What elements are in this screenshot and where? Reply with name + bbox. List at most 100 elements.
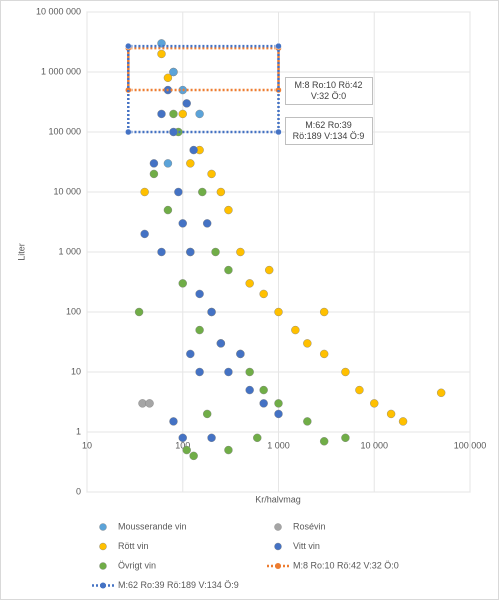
- point: [186, 247, 195, 257]
- point: [138, 399, 147, 408]
- point: [174, 187, 183, 197]
- point: [291, 325, 300, 335]
- point: [398, 417, 408, 426]
- point: [163, 73, 173, 83]
- point: [182, 99, 191, 108]
- legend-item: M:8 Ro:10 Rö:42 V:32 Ö:0: [267, 560, 399, 570]
- point: [140, 187, 149, 197]
- point: [169, 127, 178, 137]
- legend-marker: [275, 563, 281, 569]
- point: [216, 187, 226, 197]
- point: [253, 433, 262, 443]
- y-tick-label: 10 000: [53, 186, 81, 196]
- legend-item: Rosévin: [274, 521, 326, 531]
- legend-item: Vitt vin: [274, 541, 320, 551]
- point: [149, 159, 159, 168]
- legend-marker: [99, 523, 107, 531]
- point: [169, 67, 178, 77]
- data-callout: M:8 Ro:10 Rö:42 V:32 Ö:0: [284, 77, 373, 105]
- line-marker: [125, 128, 132, 136]
- point: [182, 445, 191, 455]
- y-tick-label: 1 000 000: [41, 66, 81, 76]
- point: [163, 205, 173, 215]
- point: [224, 265, 233, 275]
- legend-label: Rosévin: [293, 521, 326, 531]
- x-axis-title: Kr/halvmag: [255, 494, 301, 504]
- x-tick-label: 100: [175, 440, 190, 450]
- point: [236, 247, 245, 257]
- point: [341, 433, 350, 443]
- y-tick-label: 1 000: [58, 246, 81, 256]
- line-marker: [275, 42, 282, 50]
- y-tick-label: 100: [66, 306, 81, 316]
- point: [145, 399, 154, 408]
- line-marker: [125, 42, 132, 50]
- point: [198, 187, 207, 197]
- legend-marker: [274, 542, 282, 551]
- legend-label: Vitt vin: [293, 541, 320, 551]
- point: [341, 367, 350, 377]
- point: [157, 49, 166, 59]
- point: [265, 265, 274, 275]
- point: [355, 385, 364, 395]
- point: [319, 307, 329, 317]
- legend-label: Mousserande vin: [118, 521, 187, 531]
- point: [259, 289, 268, 299]
- legend-label: M:62 Ro:39 Rö:189 V:134 Ö:9: [118, 580, 239, 590]
- point: [370, 399, 379, 408]
- point: [259, 385, 268, 395]
- x-tick-label: 10: [82, 440, 92, 450]
- point: [134, 307, 144, 317]
- point: [195, 109, 204, 119]
- point: [195, 367, 204, 377]
- x-tick-label: 10 000: [360, 440, 388, 450]
- legend-item: Rött vin: [99, 541, 149, 551]
- legend-item: Övrigt vin: [99, 560, 156, 570]
- legend-label: Rött vin: [118, 541, 149, 551]
- point: [319, 349, 329, 359]
- y-tick-label: 0: [76, 486, 81, 496]
- point: [436, 388, 446, 398]
- line-marker: [275, 128, 282, 136]
- x-tick-label: 1 000: [267, 440, 290, 450]
- point: [186, 349, 195, 359]
- legend-marker: [274, 523, 282, 531]
- point: [274, 307, 283, 317]
- point: [207, 433, 216, 443]
- y-axis-title: Liter: [16, 243, 26, 261]
- point: [211, 247, 220, 257]
- point: [216, 339, 226, 348]
- point: [157, 109, 166, 119]
- legend-item: Mousserande vin: [99, 521, 187, 531]
- legend-label: Övrigt vin: [118, 560, 156, 570]
- point: [157, 247, 166, 257]
- data-callout: M:62 Ro:39 Rö:189 V:134 Ö:9: [284, 117, 373, 145]
- point: [245, 367, 254, 377]
- point: [178, 109, 187, 119]
- y-tick-label: 10 000 000: [36, 6, 81, 16]
- point: [207, 307, 216, 317]
- legend-marker: [99, 542, 107, 551]
- point: [207, 169, 216, 179]
- point: [245, 279, 254, 288]
- x-tick-label: 100 000: [454, 440, 487, 450]
- point: [189, 145, 198, 155]
- point: [163, 159, 173, 168]
- point: [386, 409, 396, 419]
- point: [259, 399, 268, 408]
- point: [178, 433, 187, 443]
- legend-label: M:8 Ro:10 Rö:42 V:32 Ö:0: [293, 560, 399, 570]
- point: [189, 451, 198, 461]
- point: [202, 219, 212, 228]
- point: [149, 169, 159, 179]
- y-tick-label: 100 000: [48, 126, 81, 136]
- point: [195, 325, 204, 335]
- point: [224, 367, 233, 377]
- point: [195, 289, 204, 299]
- point: [186, 159, 195, 168]
- point: [178, 219, 187, 228]
- legend-marker: [99, 562, 107, 570]
